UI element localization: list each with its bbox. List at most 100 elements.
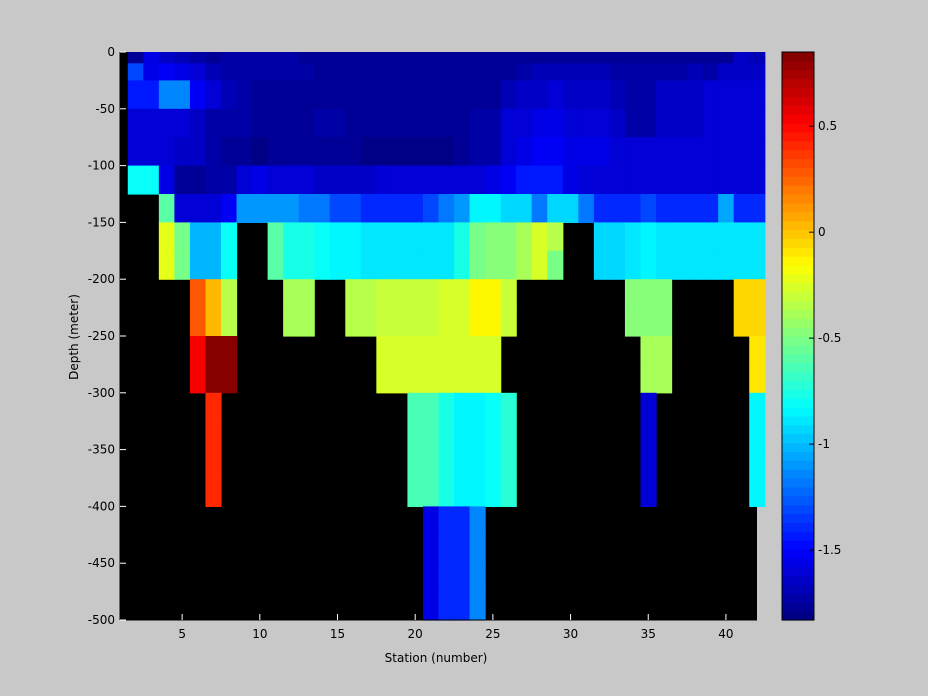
x-tick-label: 30 bbox=[563, 627, 578, 641]
heatmap-cell bbox=[252, 137, 269, 167]
x-tick-label: 10 bbox=[252, 627, 267, 641]
heatmap-cell bbox=[749, 80, 766, 110]
heatmap-cell bbox=[562, 80, 579, 110]
heatmap-cell bbox=[454, 506, 471, 536]
heatmap-cell bbox=[127, 108, 144, 138]
heatmap-cell bbox=[485, 392, 502, 422]
heatmap-cell bbox=[329, 165, 346, 195]
heatmap-cell bbox=[547, 63, 564, 81]
heatmap-cell bbox=[329, 63, 346, 81]
heatmap-cell bbox=[314, 222, 331, 252]
heatmap-cell bbox=[360, 108, 377, 138]
heatmap-cell bbox=[702, 108, 719, 138]
heatmap-cell bbox=[438, 449, 455, 479]
heatmap-cell bbox=[205, 165, 222, 195]
heatmap-cell bbox=[236, 63, 253, 81]
heatmap-cell bbox=[158, 194, 175, 223]
heatmap-cell bbox=[547, 108, 564, 138]
colorbar-swatch bbox=[782, 176, 814, 186]
heatmap-cell bbox=[671, 63, 688, 81]
heatmap-cell bbox=[267, 108, 284, 138]
heatmap-cell bbox=[298, 80, 315, 110]
heatmap-cell bbox=[360, 194, 377, 223]
heatmap-cell bbox=[376, 279, 393, 309]
colorbar-swatch bbox=[782, 238, 814, 248]
colorbar-swatch bbox=[782, 531, 814, 541]
heatmap-cell bbox=[469, 194, 486, 223]
heatmap-cell bbox=[438, 80, 455, 110]
heatmap-cell bbox=[438, 137, 455, 167]
heatmap-cell bbox=[407, 392, 424, 422]
heatmap-cell bbox=[578, 137, 595, 167]
colorbar-swatch bbox=[782, 123, 814, 133]
colorbar-swatch bbox=[782, 291, 814, 302]
heatmap-cell bbox=[500, 137, 517, 167]
heatmap-cell bbox=[298, 137, 315, 167]
heatmap-cell bbox=[314, 80, 331, 110]
heatmap-cell bbox=[205, 63, 222, 81]
heatmap-cell bbox=[422, 364, 440, 394]
heatmap-cell bbox=[640, 80, 657, 110]
heatmap-cell bbox=[749, 52, 766, 64]
heatmap-cell bbox=[422, 250, 440, 280]
heatmap-cell bbox=[252, 194, 269, 223]
colorbar-swatch bbox=[782, 593, 814, 603]
heatmap-cell bbox=[656, 307, 673, 337]
heatmap-cell bbox=[531, 250, 548, 280]
heatmap-cell bbox=[220, 250, 238, 280]
heatmap-cell bbox=[485, 80, 502, 110]
heatmap-cell bbox=[205, 250, 222, 280]
heatmap-cell bbox=[376, 250, 393, 280]
heatmap-cell bbox=[158, 108, 175, 138]
heatmap-cell bbox=[174, 250, 191, 280]
heatmap-cell bbox=[640, 52, 657, 64]
heatmap-cell bbox=[438, 165, 455, 195]
x-tick-label: 15 bbox=[330, 627, 345, 641]
heatmap-cell bbox=[485, 137, 502, 167]
heatmap-cell bbox=[671, 194, 688, 223]
heatmap-cell bbox=[656, 63, 673, 81]
heatmap-cell bbox=[422, 80, 440, 110]
heatmap-cell bbox=[283, 307, 300, 337]
heatmap-cell bbox=[749, 478, 766, 507]
colorbar-swatch bbox=[782, 327, 814, 337]
heatmap-cell bbox=[422, 108, 440, 138]
heatmap-cell bbox=[345, 63, 362, 81]
heatmap-cell bbox=[593, 137, 611, 167]
heatmap-cell bbox=[687, 250, 704, 280]
heatmap-cell bbox=[656, 137, 673, 167]
heatmap-cell bbox=[298, 279, 315, 309]
heatmap-cell bbox=[267, 165, 284, 195]
heatmap-cell bbox=[345, 80, 362, 110]
heatmap-cell bbox=[469, 222, 486, 252]
colorbar-swatch bbox=[782, 194, 814, 204]
heatmap-cell bbox=[500, 392, 517, 422]
heatmap-cell bbox=[360, 137, 377, 167]
heatmap-cell bbox=[671, 250, 688, 280]
heatmap-cell bbox=[749, 421, 766, 451]
heatmap-cell bbox=[578, 80, 595, 110]
heatmap-cell bbox=[640, 108, 657, 138]
heatmap-cell bbox=[593, 52, 611, 64]
heatmap-cell bbox=[454, 52, 471, 64]
colorbar-swatch bbox=[782, 442, 814, 452]
heatmap-cell bbox=[454, 279, 471, 309]
heatmap-cell bbox=[220, 194, 238, 223]
y-tick-label: -150 bbox=[88, 215, 115, 229]
heatmap-cell bbox=[267, 80, 284, 110]
heatmap-cell bbox=[407, 165, 424, 195]
heatmap-cell bbox=[267, 137, 284, 167]
heatmap-cell bbox=[733, 63, 750, 81]
heatmap-cell bbox=[283, 80, 300, 110]
heatmap-cell bbox=[360, 63, 377, 81]
heatmap-cell bbox=[469, 165, 486, 195]
x-tick-label: 5 bbox=[178, 627, 186, 641]
heatmap-cell bbox=[422, 194, 440, 223]
heatmap-cell bbox=[500, 449, 517, 479]
heatmap-cell bbox=[500, 194, 517, 223]
colorbar-swatch bbox=[782, 451, 814, 461]
heatmap-cell bbox=[609, 108, 626, 138]
colorbar bbox=[781, 51, 815, 621]
colorbar-swatch bbox=[782, 611, 814, 621]
colorbar-swatch bbox=[782, 362, 814, 373]
